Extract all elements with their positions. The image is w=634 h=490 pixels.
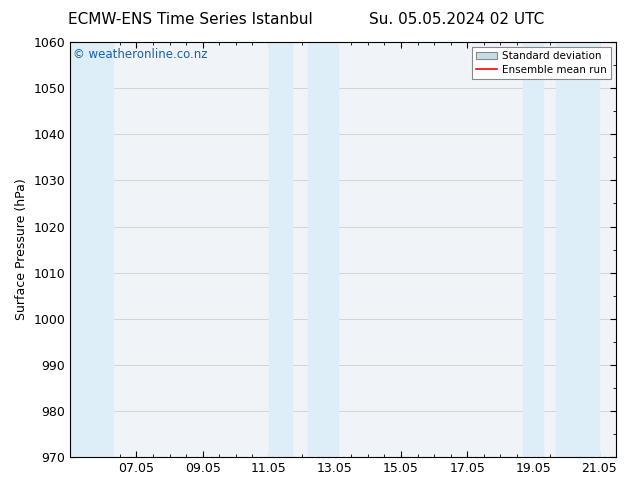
Bar: [269, 42, 292, 457]
Bar: [557, 42, 600, 457]
Bar: [308, 42, 338, 457]
Text: Su. 05.05.2024 02 UTC: Su. 05.05.2024 02 UTC: [369, 12, 544, 27]
Text: © weatheronline.co.nz: © weatheronline.co.nz: [73, 49, 207, 61]
Legend: Standard deviation, Ensemble mean run: Standard deviation, Ensemble mean run: [472, 47, 611, 79]
Y-axis label: Surface Pressure (hPa): Surface Pressure (hPa): [15, 179, 28, 320]
Bar: [524, 42, 543, 457]
Bar: [70, 42, 113, 457]
Text: ECMW-ENS Time Series Istanbul: ECMW-ENS Time Series Istanbul: [68, 12, 313, 27]
